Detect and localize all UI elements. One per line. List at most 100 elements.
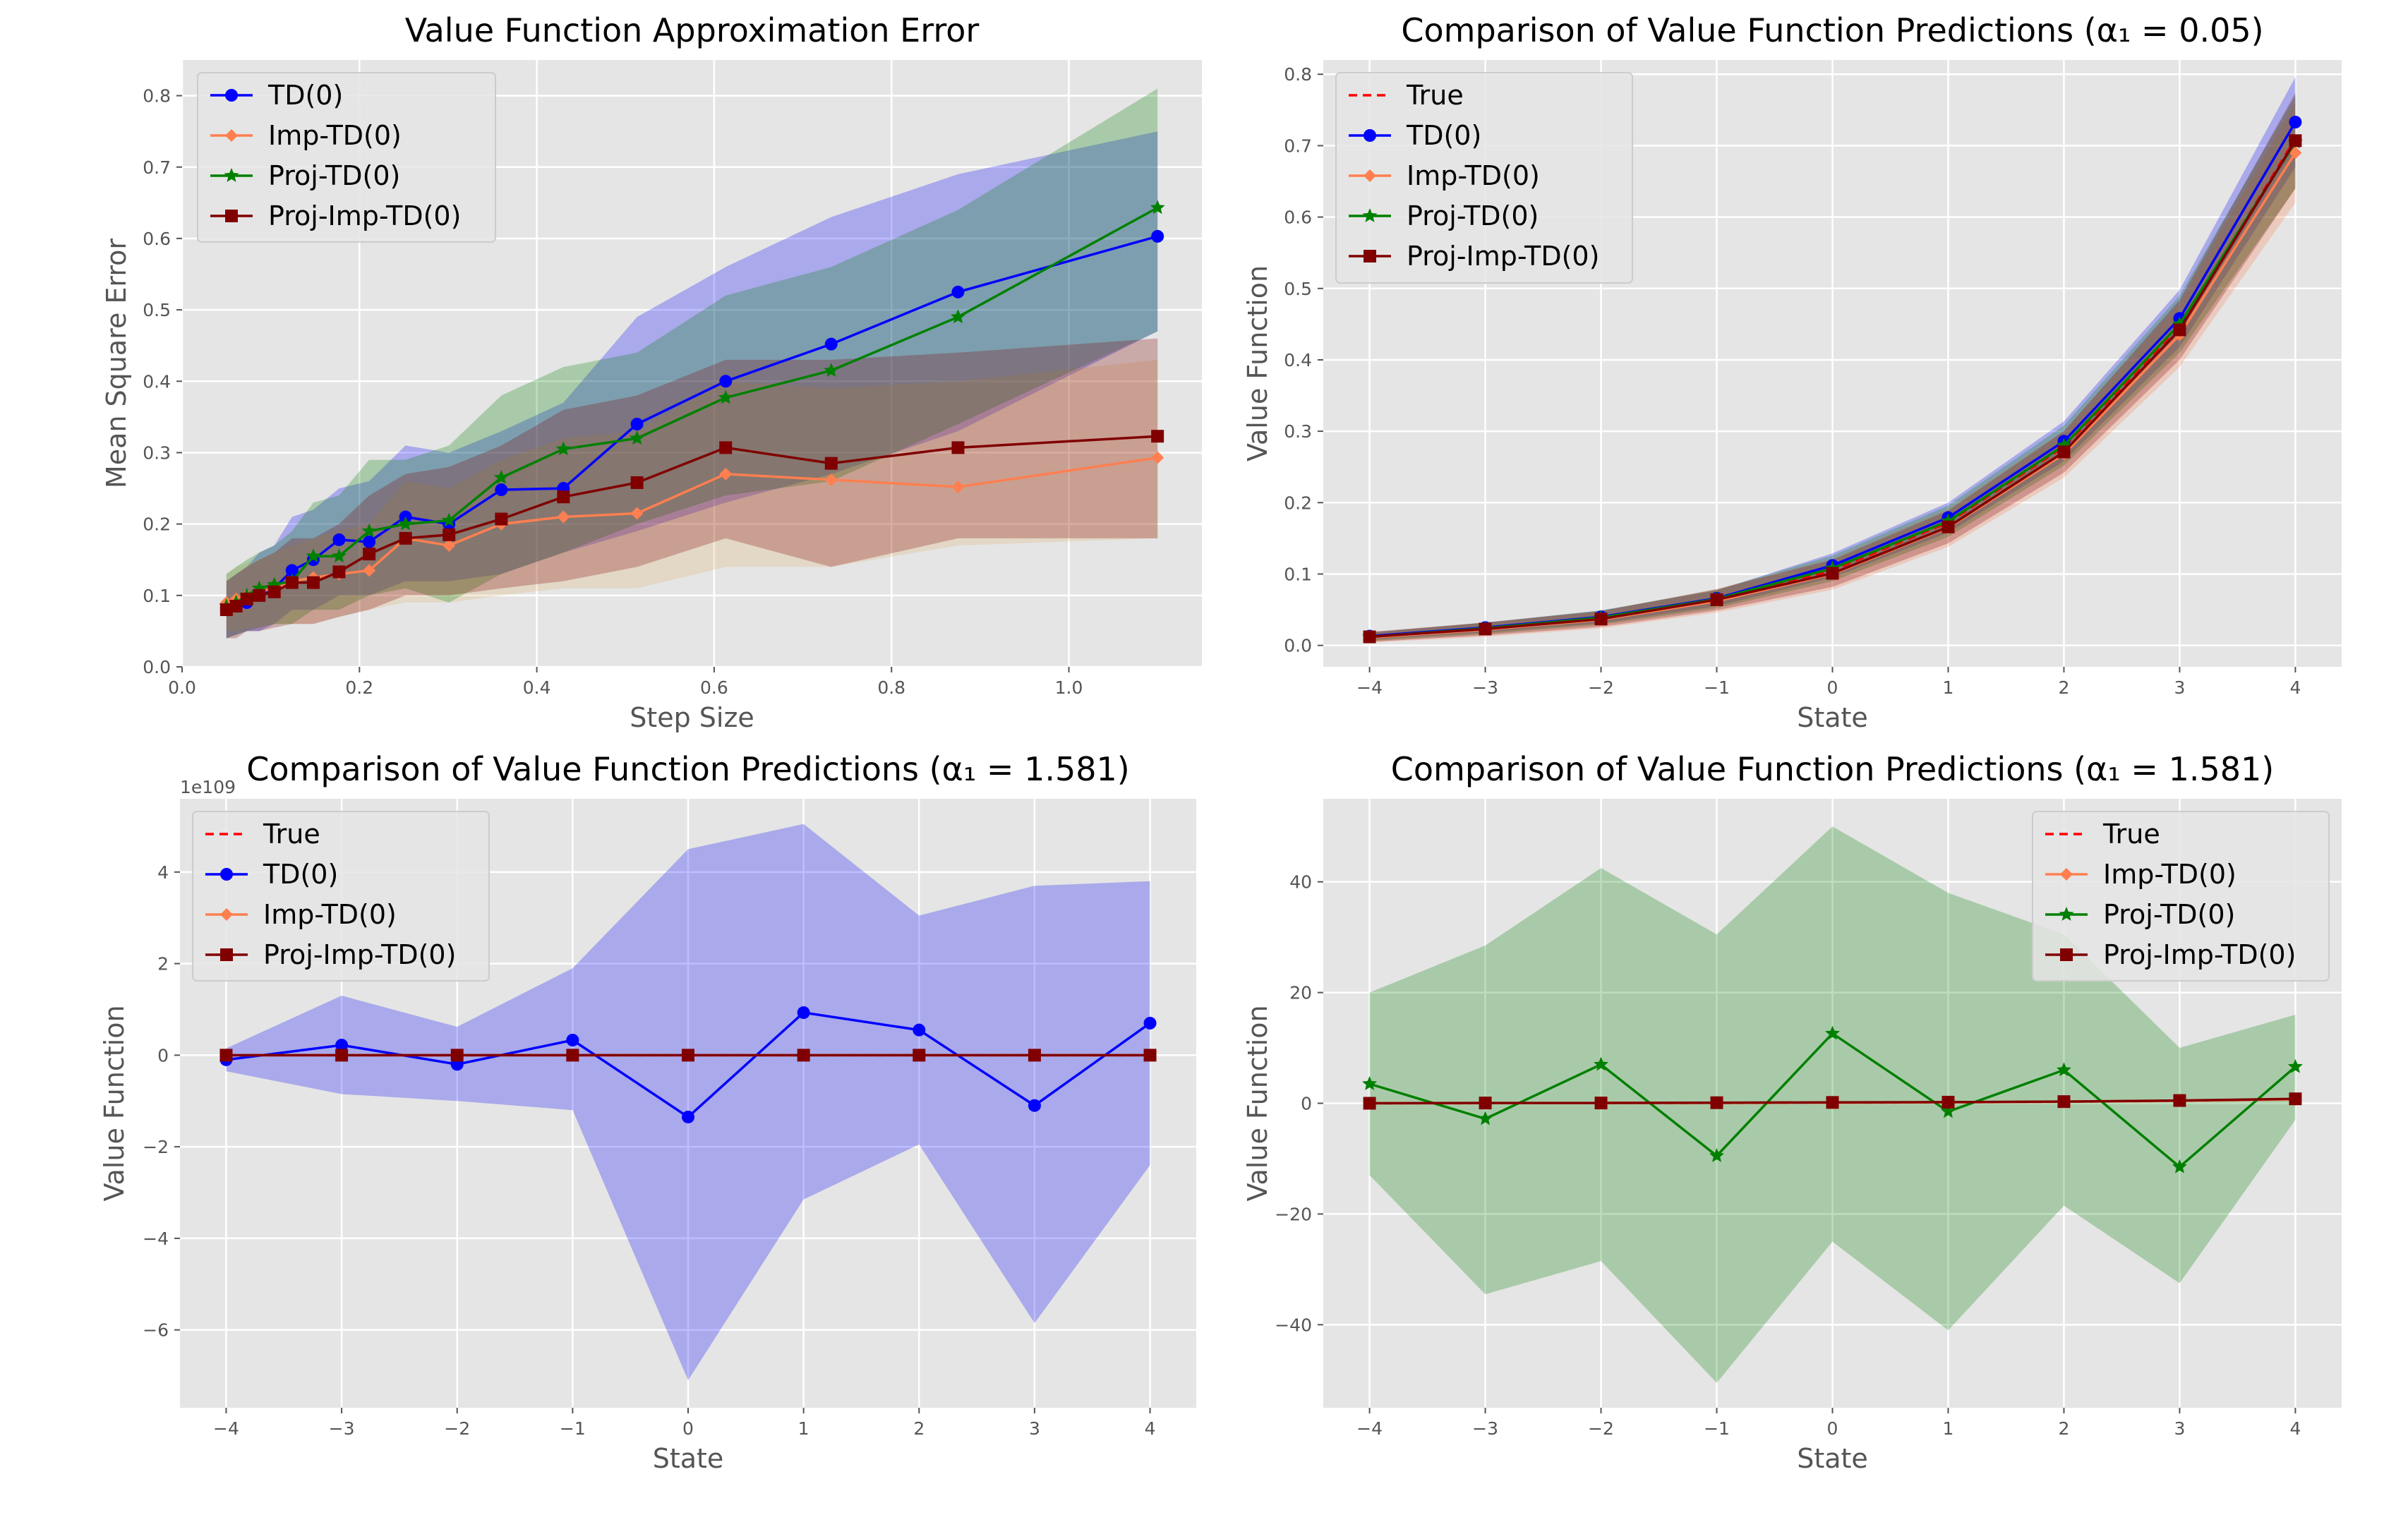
legend-label-true: True — [2102, 819, 2160, 850]
marker-proj-imp-td-0 — [240, 592, 253, 605]
x-tick-label: 0 — [1827, 1418, 1838, 1439]
panel-title: Value Function Approximation Error — [405, 11, 980, 49]
x-tick-label: 1.0 — [1055, 677, 1083, 698]
x-tick-label: 1 — [798, 1418, 809, 1439]
marker-proj-td-0 — [441, 512, 457, 527]
legend: True TD(0) Imp-TD(0) Proj-TD(0) Proj-Imp-TD(… — [1335, 72, 1633, 284]
panel-title: Comparison of Value Function Predictions… — [1401, 11, 2263, 49]
x-tick-label: 1 — [1943, 1418, 1954, 1439]
marker-imp-td-0 — [951, 481, 965, 494]
marker-proj-imp-td-0 — [399, 531, 412, 545]
x-axis-label: State — [1797, 702, 1868, 733]
x-tick-label: −2 — [1588, 677, 1614, 698]
marker-proj-imp-td-0 — [1826, 1096, 1839, 1109]
marker-proj-td-0 — [1709, 1148, 1724, 1162]
marker-proj-td-0 — [2287, 1058, 2303, 1073]
legend: True Imp-TD(0) Proj-TD(0) Proj-Imp-TD(0) — [2032, 811, 2330, 982]
legend-marker-td-0 — [1363, 129, 1376, 142]
legend-marker-imp-td-0 — [220, 908, 233, 921]
x-tick-label: 0.8 — [877, 677, 905, 698]
marker-proj-td-0 — [951, 309, 965, 324]
y-axis-label: Value Function — [99, 1005, 130, 1201]
y-tick-label: −2 — [143, 1137, 169, 1157]
x-tick-label: −1 — [1704, 677, 1730, 698]
legend-label-proj-td-0: Proj-TD(0) — [2103, 899, 2235, 930]
x-tick-label: 4 — [1145, 1418, 1156, 1439]
marker-proj-imp-td-0 — [253, 589, 266, 602]
x-tick-label: 0 — [682, 1418, 694, 1439]
y-tick-label: 2 — [157, 954, 169, 974]
y-tick-label: 0.4 — [1284, 350, 1312, 370]
marker-proj-imp-td-0 — [1143, 1049, 1157, 1062]
marker-proj-imp-td-0 — [1594, 1097, 1608, 1110]
marker-proj-imp-td-0 — [1942, 1095, 1955, 1109]
marker-proj-imp-td-0 — [797, 1049, 810, 1062]
marker-proj-imp-td-0 — [450, 1049, 464, 1062]
marker-td-0 — [566, 1033, 579, 1046]
marker-td-0 — [630, 418, 644, 430]
y-tick-label: 0.2 — [1284, 493, 1312, 513]
legend-marker-imp-td-0 — [2060, 868, 2073, 881]
marker-imp-td-0 — [630, 507, 644, 520]
legend-label-td-0: TD(0) — [1406, 120, 1481, 151]
marker-proj-td-0 — [331, 548, 347, 563]
legend-marker-proj-imp-td-0 — [220, 948, 233, 961]
marker-td-0 — [682, 1110, 694, 1123]
marker-proj-imp-td-0 — [1151, 430, 1164, 443]
legend-label-td-0: TD(0) — [267, 80, 343, 111]
marker-proj-imp-td-0 — [2289, 134, 2302, 147]
legend-marker-td-0 — [225, 89, 238, 102]
marker-proj-imp-td-0 — [363, 548, 376, 561]
legend-label-proj-td-0: Proj-TD(0) — [268, 160, 400, 191]
panel-predictions-alpha-0-05: −4 −3 −2 −1 0 1 2 3 4 0.0 0.1 0.2 0.3 0.4 0.5 0.6 0.7 0.8… — [1242, 11, 2342, 733]
panel-predictions-alpha-1-581-td: −4 −3 −2 −1 0 1 2 3 4 −6 −4 −2 0 2 4 1e109 Comparison … — [99, 750, 1196, 1474]
marker-proj-td-0 — [493, 469, 509, 484]
marker-imp-td-0 — [1151, 451, 1164, 464]
x-tick-label: 0.0 — [168, 677, 196, 698]
y-tick-label: −20 — [1275, 1204, 1312, 1224]
y-tick-label: −4 — [143, 1229, 169, 1249]
legend-marker-td-0 — [220, 868, 233, 881]
gridlines — [181, 60, 1202, 668]
legend-frame — [1335, 72, 1633, 284]
marker-td-0 — [824, 337, 838, 351]
marker-imp-td-0 — [719, 467, 733, 481]
marker-proj-td-0 — [555, 441, 571, 456]
y-tick-label: 0.1 — [1284, 564, 1312, 584]
marker-proj-imp-td-0 — [285, 576, 299, 589]
marker-proj-td-0 — [718, 390, 733, 404]
legend-label-imp-td-0: Imp-TD(0) — [2103, 859, 2237, 890]
marker-td-0 — [332, 533, 346, 546]
marker-proj-imp-td-0 — [1710, 593, 1723, 606]
y-tick-label: 40 — [1289, 872, 1312, 893]
marker-td-0 — [363, 535, 376, 548]
series-lines — [219, 200, 1165, 617]
y-tick-label: 0.2 — [143, 514, 171, 535]
marker-proj-imp-td-0 — [913, 1049, 926, 1062]
marker-proj-td-0 — [398, 516, 414, 531]
x-tick-label: 0.6 — [700, 677, 728, 698]
y-tick-label: 0.5 — [1284, 279, 1312, 299]
x-tick-label: 2 — [2059, 1418, 2070, 1439]
y-tick-label: 0.6 — [1284, 207, 1312, 228]
y-axis-label: Value Function — [1242, 1005, 1273, 1201]
series-lines — [1362, 1025, 2303, 1173]
legend-marker-proj-imp-td-0 — [1363, 250, 1376, 262]
marker-td-0 — [797, 1006, 810, 1020]
marker-proj-td-0 — [1594, 1056, 1608, 1071]
marker-proj-imp-td-0 — [1363, 1097, 1376, 1110]
y-tick-label: 20 — [1289, 983, 1312, 1003]
gridlines — [1323, 60, 2342, 667]
y-tick-label: 0.7 — [1284, 135, 1312, 156]
marker-proj-imp-td-0 — [443, 528, 456, 541]
y-tick-label: 0.0 — [143, 657, 171, 677]
error-bands — [226, 823, 1150, 1381]
marker-proj-imp-td-0 — [566, 1049, 579, 1062]
marker-proj-td-0 — [2172, 1159, 2187, 1173]
tick-labels: 0.0 0.2 0.4 0.6 0.8 1.0 0.0 0.1 0.2 0.3 0.4 0.5 0.6 0… — [143, 86, 1083, 698]
tick-labels: −4 −3 −2 −1 0 1 2 3 4 0.0 0.1 0.2 0.3 0.4 0.5 0.6 0.7 0.8 — [1284, 64, 2301, 698]
y-tick-label: 0 — [157, 1045, 169, 1066]
marker-td-0 — [335, 1039, 349, 1052]
y-tick-label: 0.3 — [1284, 421, 1312, 442]
marker-proj-imp-td-0 — [306, 576, 320, 589]
